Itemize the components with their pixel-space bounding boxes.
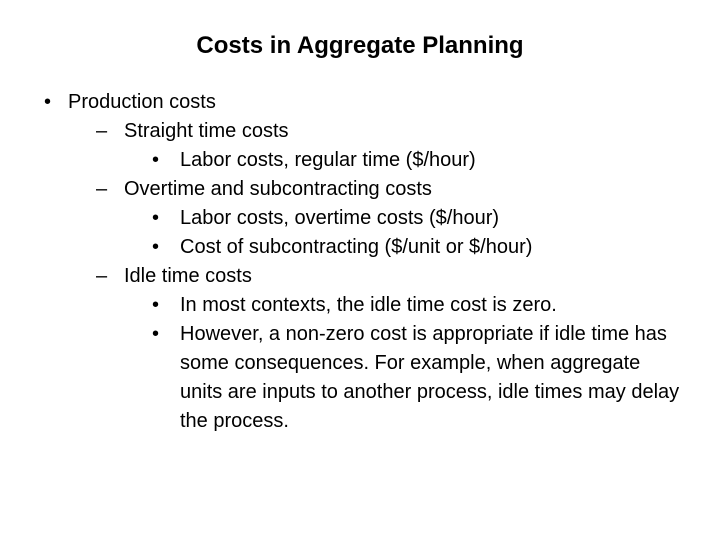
dash-icon: – [96, 117, 124, 175]
bullet-icon: • [40, 88, 68, 436]
list-item-text: Cost of subcontracting ($/unit or $/hour… [180, 233, 680, 262]
list-item: – Overtime and subcontracting costs • La… [96, 175, 680, 262]
dash-icon: – [96, 175, 124, 262]
dash-icon: – [96, 262, 124, 436]
bullet-icon: • [152, 291, 180, 320]
bullet-icon: • [152, 320, 180, 436]
list-item-text: In most contexts, the idle time cost is … [180, 291, 680, 320]
list-item: • Production costs – Straight time costs… [40, 88, 680, 436]
slide-title: Costs in Aggregate Planning [40, 32, 680, 60]
list-item: – Straight time costs • Labor costs, reg… [96, 117, 680, 175]
list-item-text: Labor costs, overtime costs ($/hour) [180, 204, 680, 233]
list-item-text: Labor costs, regular time ($/hour) [180, 146, 680, 175]
list-item-text: Idle time costs [124, 262, 680, 291]
list-item-text: Overtime and subcontracting costs [124, 175, 680, 204]
list-item: • Labor costs, overtime costs ($/hour) [152, 204, 680, 233]
list-item-text: However, a non-zero cost is appropriate … [180, 320, 680, 436]
list-item: • However, a non-zero cost is appropriat… [152, 320, 680, 436]
bullet-icon: • [152, 233, 180, 262]
bullet-icon: • [152, 204, 180, 233]
bullet-icon: • [152, 146, 180, 175]
list-item: • Cost of subcontracting ($/unit or $/ho… [152, 233, 680, 262]
list-item: – Idle time costs • In most contexts, th… [96, 262, 680, 436]
list-item: • In most contexts, the idle time cost i… [152, 291, 680, 320]
list-item-text: Production costs [68, 88, 680, 117]
list-item-text: Straight time costs [124, 117, 680, 146]
bullet-list: • Production costs – Straight time costs… [40, 88, 680, 436]
list-item: • Labor costs, regular time ($/hour) [152, 146, 680, 175]
